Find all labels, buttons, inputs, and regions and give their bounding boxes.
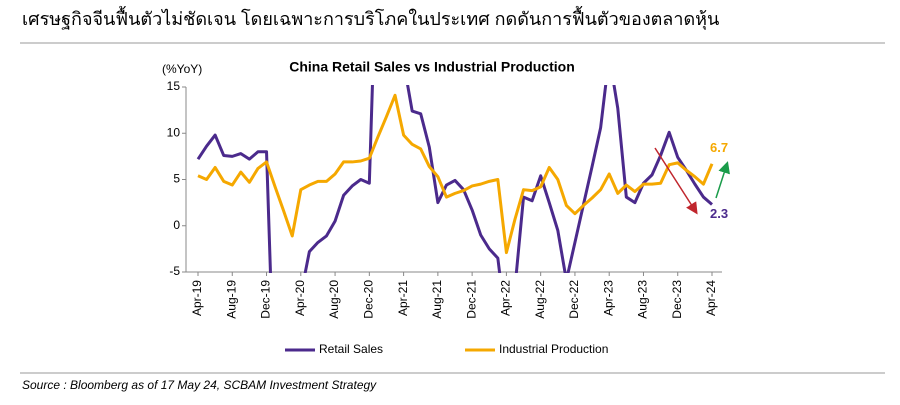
legend-label: Retail Sales [319, 342, 383, 356]
y-tick-label: 5 [173, 172, 180, 186]
end-label: 6.7 [710, 140, 728, 155]
x-tick-label: Apr-22 [499, 280, 513, 316]
x-tick-label: Aug-23 [636, 280, 650, 319]
x-tick-label: Apr-24 [704, 280, 718, 316]
x-tick-label: Dec-20 [362, 280, 376, 319]
chart-title: China Retail Sales vs Industrial Product… [289, 59, 575, 75]
x-tick-label: Dec-23 [670, 280, 684, 319]
series-line [196, 85, 713, 273]
x-tick-label: Dec-22 [567, 280, 581, 319]
x-tick-label: Apr-23 [601, 280, 615, 316]
y-tick-label: 15 [167, 79, 181, 93]
y-tick-label: 10 [167, 125, 181, 139]
plot-area [196, 85, 714, 273]
x-tick-label: Aug-21 [430, 280, 444, 319]
x-tick-label: Dec-19 [259, 280, 273, 319]
x-tick-label: Aug-19 [224, 280, 238, 319]
series-line [197, 93, 714, 255]
x-tick-label: Dec-21 [464, 280, 478, 319]
x-tick-label: Apr-21 [396, 280, 410, 316]
legend-label: Industrial Production [499, 342, 608, 356]
down-arrow [654, 147, 698, 215]
end-label: 2.3 [710, 206, 728, 221]
source: Source : Bloomberg as of 17 May 24, SCBA… [22, 378, 377, 392]
up-arrow [715, 161, 730, 199]
x-tick-label: Aug-20 [327, 280, 341, 319]
x-tick-label: Apr-20 [293, 280, 307, 316]
x-tick-label: Apr-19 [190, 280, 204, 316]
header: เศรษฐกิจจีนฟื้นตัวไม่ชัดเจน โดยเฉพาะการบ… [22, 6, 719, 30]
y-tick-label: -5 [169, 264, 180, 278]
x-tick-label: Aug-22 [533, 280, 547, 319]
y-axis-label: (%YoY) [162, 62, 202, 76]
y-tick-label: 0 [173, 218, 180, 232]
